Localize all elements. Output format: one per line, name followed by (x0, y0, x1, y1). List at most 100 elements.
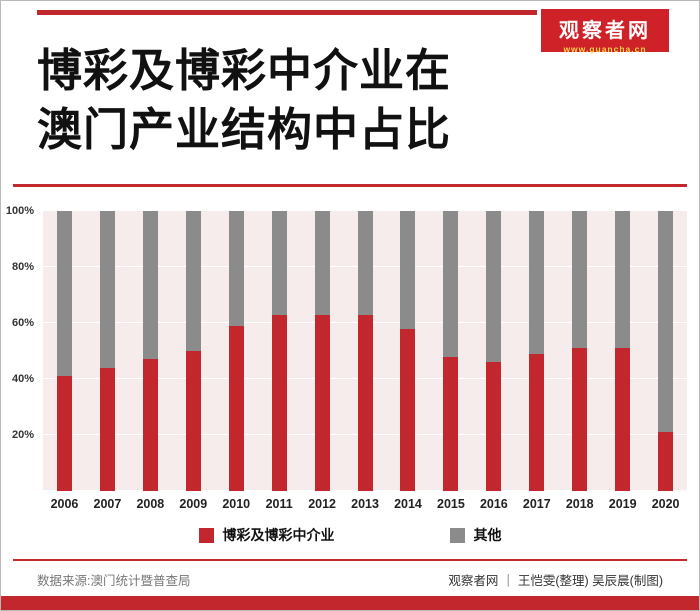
bars-container (43, 211, 687, 491)
x-label-2020: 2020 (651, 497, 680, 511)
bar-column-2018 (558, 211, 601, 491)
bar-segment-others (185, 211, 201, 351)
x-label-2017: 2017 (522, 497, 551, 511)
bar-segment-others (357, 211, 373, 315)
legend: 博彩及博彩中介业 其他 (1, 525, 699, 545)
y-tick-100: 100% (5, 205, 34, 217)
title-divider (13, 184, 687, 187)
bar-segment-others (228, 211, 244, 326)
bar-2019 (615, 211, 631, 491)
y-tick-40: 40% (11, 373, 34, 385)
data-source: 数据来源:澳门统计暨普查局 (37, 574, 191, 588)
bar-column-2010 (215, 211, 258, 491)
bar-2017 (529, 211, 545, 491)
x-label-2012: 2012 (308, 497, 336, 511)
brand-url: www.guancha.cn (563, 44, 647, 54)
bar-column-2019 (601, 211, 644, 491)
legend-item-gaming: 博彩及博彩中介业 (198, 525, 335, 545)
bar-segment-others (271, 211, 287, 315)
x-label-2007: 2007 (93, 497, 122, 511)
bar-2006 (56, 211, 72, 491)
page-title: 博彩及博彩中介业在 澳门产业结构中占比 (37, 41, 451, 160)
y-tick-20: 20% (11, 429, 34, 441)
bar-2007 (99, 211, 115, 491)
bar-segment-gaming (271, 314, 287, 491)
bar-segment-others (615, 211, 631, 349)
x-label-2016: 2016 (479, 497, 508, 511)
bar-segment-others (658, 211, 674, 433)
x-label-2013: 2013 (351, 497, 379, 511)
y-axis: 100% 80% 60% 40% 20% (1, 205, 39, 491)
bar-2014 (400, 211, 416, 491)
gridline-100 (43, 210, 687, 211)
bar-column-2007 (86, 211, 129, 491)
bar-segment-gaming (314, 314, 330, 491)
x-label-2014: 2014 (394, 497, 422, 511)
bar-segment-others (572, 211, 588, 349)
bar-column-2015 (429, 211, 472, 491)
bar-segment-others (486, 211, 502, 363)
bar-column-2009 (172, 211, 215, 491)
bar-segment-others (400, 211, 416, 329)
bar-segment-gaming (228, 325, 244, 491)
x-label-2009: 2009 (179, 497, 208, 511)
bar-segment-gaming (99, 367, 115, 491)
bar-segment-gaming (357, 314, 373, 491)
bar-column-2014 (387, 211, 430, 491)
bar-segment-others (314, 211, 330, 315)
y-tick-80: 80% (11, 261, 34, 273)
bar-segment-gaming (185, 351, 201, 491)
bar-segment-others (443, 211, 459, 357)
x-label-2011: 2011 (265, 497, 293, 511)
bar-column-2013 (344, 211, 387, 491)
bar-column-2016 (472, 211, 515, 491)
bar-column-2008 (129, 211, 172, 491)
brand-badge: 观察者网 www.guancha.cn (541, 9, 669, 54)
bar-segment-others (99, 211, 115, 368)
bar-2020 (658, 211, 674, 491)
title-line-2: 澳门产业结构中占比 (37, 104, 452, 156)
bar-segment-gaming (615, 348, 631, 491)
legend-label-others: 其他 (473, 527, 502, 543)
bar-segment-gaming (486, 362, 502, 491)
bar-segment-others (529, 211, 545, 354)
bar-column-2020 (644, 211, 687, 491)
top-accent-line (37, 10, 537, 15)
legend-item-others: 其他 (449, 525, 502, 545)
bar-column-2017 (515, 211, 558, 491)
legend-swatch-gaming (198, 527, 214, 543)
footer-divider (13, 559, 687, 561)
bar-2012 (314, 211, 330, 491)
bar-segment-gaming (56, 376, 72, 491)
legend-swatch-others (449, 527, 465, 543)
bar-segment-gaming (572, 348, 588, 491)
x-label-2019: 2019 (608, 497, 637, 511)
legend-label-gaming: 博彩及博彩中介业 (222, 527, 335, 543)
bar-2009 (185, 211, 201, 491)
credits: 观察者网 ｜ 王恺雯(整理) 吴辰晨(制图) (448, 574, 663, 588)
plot-area (43, 210, 687, 491)
bar-2016 (486, 211, 502, 491)
bar-segment-others (56, 211, 72, 377)
x-label-2015: 2015 (437, 497, 465, 511)
bar-2008 (142, 211, 158, 491)
bar-segment-gaming (443, 356, 459, 491)
x-label-2010: 2010 (222, 497, 251, 511)
bar-2013 (357, 211, 373, 491)
bar-segment-gaming (142, 359, 158, 491)
x-label-2006: 2006 (50, 497, 79, 511)
x-label-2008: 2008 (136, 497, 165, 511)
bar-segment-gaming (400, 328, 416, 491)
footer: 数据来源:澳门统计暨普查局 观察者网 ｜ 王恺雯(整理) 吴辰晨(制图) (37, 570, 663, 589)
bar-segment-gaming (529, 353, 545, 491)
bar-column-2012 (301, 211, 344, 491)
bar-segment-others (142, 211, 158, 360)
bar-column-2011 (258, 211, 301, 491)
bar-2010 (228, 211, 244, 491)
y-tick-60: 60% (11, 317, 34, 329)
brand-name: 观察者网 (559, 20, 651, 42)
title-line-1: 博彩及博彩中介业在 (37, 45, 452, 96)
bar-2015 (443, 211, 459, 491)
bar-segment-gaming (658, 432, 674, 491)
